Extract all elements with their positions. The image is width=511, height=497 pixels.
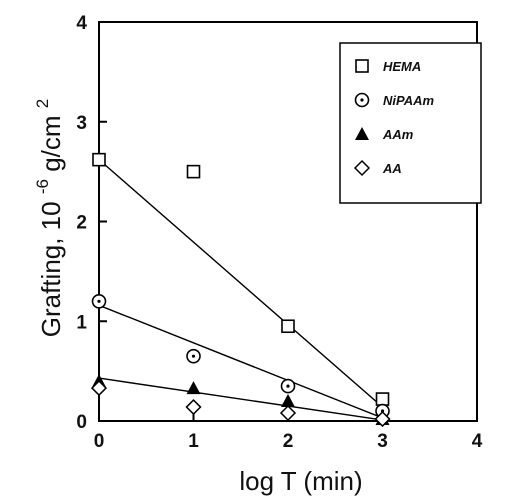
x-tick-label: 4: [472, 431, 483, 452]
fit-line-aam: [98, 377, 383, 421]
data-point-nipaam: [280, 378, 296, 394]
marker-circle-dot: [360, 98, 364, 102]
marker-circle-dot: [97, 299, 101, 303]
y-tick-label: 3: [76, 113, 87, 134]
data-point-nipaam: [91, 293, 107, 309]
y-tick-label: 1: [76, 312, 87, 333]
legend-label-aa: AA: [382, 161, 402, 176]
y-axis-title-unit: g/cm: [36, 115, 66, 171]
y-tick-label: 0: [76, 412, 87, 433]
x-tick-label: 2: [283, 431, 294, 452]
marker-diamond: [90, 380, 108, 397]
data-point-aa: [185, 398, 202, 416]
marker-diamond: [374, 410, 391, 428]
y-axis-title: Grafting, 10 -6 g/cm 2: [24, 99, 66, 338]
data-point-aam: [186, 381, 201, 395]
data-point-hema: [92, 152, 106, 167]
legend-marker-nipaam: [354, 92, 370, 108]
y-axis-title-exponent: -6: [33, 179, 52, 194]
y-tick-label: 2: [76, 213, 87, 234]
legend-label-nipaam: NiPAAm: [383, 93, 434, 108]
data-points: [90, 152, 391, 428]
marker-square: [186, 164, 201, 179]
marker-square: [281, 319, 295, 334]
marker-square: [92, 152, 106, 167]
fit-line-nipaam: [98, 304, 383, 419]
marker-circle-dot: [191, 354, 196, 358]
fit-line-hema: [98, 159, 383, 408]
data-point-aam: [281, 394, 295, 408]
legend: HEMA NiPAAm AAm AA: [339, 42, 482, 204]
data-point-aa: [279, 404, 297, 422]
legend-label-aam: AAm: [382, 127, 414, 142]
fit-lines: [98, 159, 383, 421]
y-axis-title-unit-exponent: 2: [33, 99, 52, 108]
x-tick-label: 1: [188, 431, 199, 452]
data-point-hema: [281, 319, 295, 334]
data-point-nipaam: [186, 348, 201, 364]
marker-triangle: [281, 394, 295, 408]
marker-triangle: [355, 127, 369, 140]
data-point-hema: [186, 164, 201, 179]
data-point-hema: [375, 392, 390, 406]
y-tick-label: 4: [76, 13, 87, 34]
x-axis-title: log T (min): [239, 466, 362, 496]
tick-labels: 0 1 2 3 4 0 1 2 3 4: [76, 13, 482, 452]
data-point-aa: [90, 380, 108, 397]
marker-triangle: [186, 381, 201, 395]
marker-circle-dot: [286, 384, 290, 388]
marker-diamond: [353, 159, 371, 177]
marker-diamond: [279, 404, 297, 422]
marker-diamond: [185, 398, 202, 416]
x-tick-label: 3: [377, 431, 388, 452]
legend-label-hema: HEMA: [383, 59, 421, 74]
data-point-aa: [374, 410, 391, 428]
marker-square: [355, 59, 369, 73]
marker-square: [375, 392, 390, 406]
y-axis-title-main: Grafting, 10: [36, 201, 66, 337]
legend-marker-hema: [355, 59, 369, 73]
legend-marker-aa: [353, 159, 371, 177]
legend-marker-aam: [355, 127, 369, 140]
x-tick-label: 0: [94, 431, 105, 452]
